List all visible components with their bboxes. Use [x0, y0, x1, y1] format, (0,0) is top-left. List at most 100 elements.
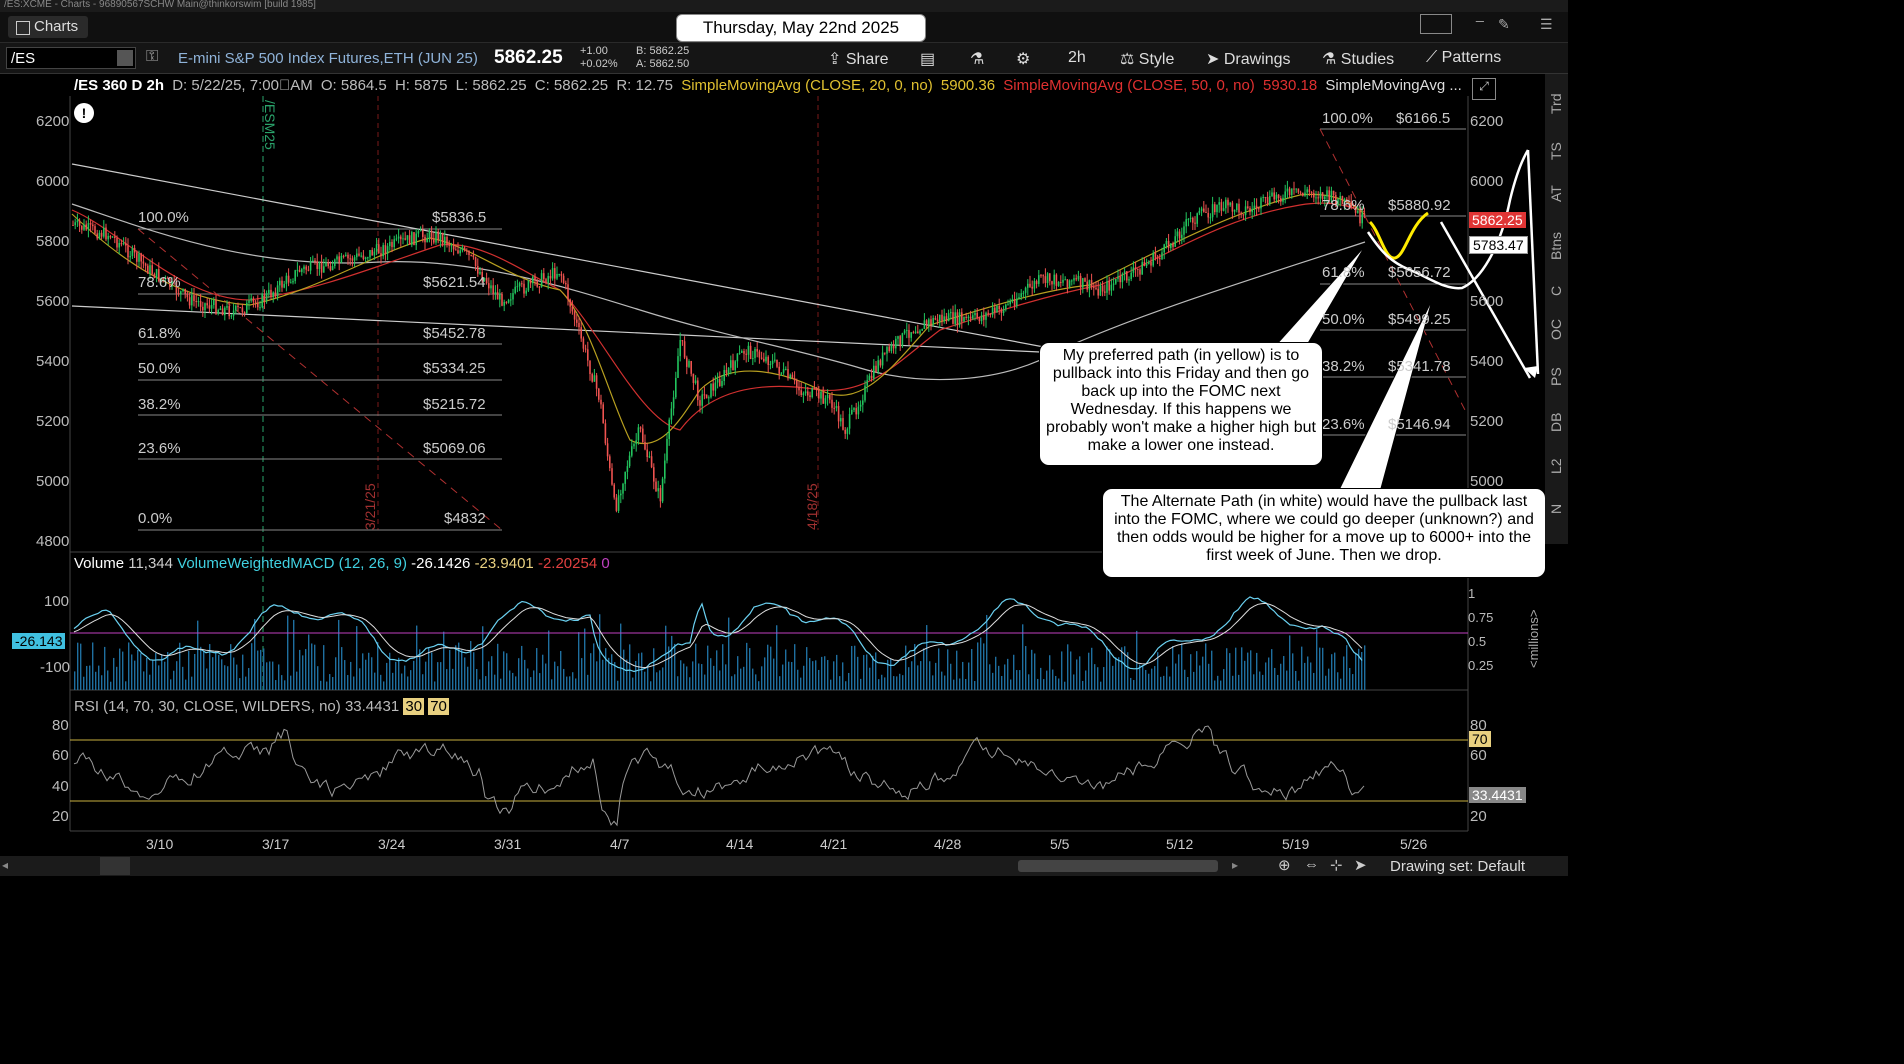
link-box[interactable] [1420, 14, 1452, 34]
sidebar-tab-at[interactable]: AT [1548, 185, 1564, 202]
candle-body [1119, 276, 1121, 283]
volume-bar [1364, 645, 1366, 690]
y-tick: 0.5 [1468, 634, 1487, 649]
candle-body [1218, 202, 1220, 205]
candle-body [221, 308, 224, 316]
scroll-left-icon[interactable]: ◂ [2, 858, 9, 872]
pin-icon[interactable]: ✎ [1498, 16, 1510, 32]
candle-body [1057, 281, 1060, 286]
candle-body [710, 383, 712, 398]
candle-body [1075, 278, 1077, 280]
sma-more-label[interactable]: SimpleMovingAvg ... [1325, 77, 1462, 94]
volume-bar [260, 649, 262, 690]
candle-body [292, 280, 294, 283]
volume-label: Volume [74, 555, 125, 572]
sidebar-tab-db[interactable]: DB [1548, 412, 1564, 432]
volume-bar [1112, 665, 1114, 690]
note-yellow-path[interactable]: My preferred path (in yellow) is to pull… [1039, 342, 1323, 466]
crosshair-icon[interactable]: ⊹ [1330, 857, 1343, 874]
note-white-path[interactable]: The Alternate Path (in white) would have… [1102, 488, 1546, 578]
volume-bar [197, 620, 199, 690]
cursor-icon[interactable]: ➤ [1354, 857, 1367, 874]
volume-bar [773, 658, 775, 690]
sma20-label[interactable]: SimpleMovingAvg (CLOSE, 20, 0, no) [681, 77, 933, 94]
candle-body [338, 256, 340, 263]
candle-body [325, 262, 327, 267]
volume-bar [464, 657, 466, 690]
fib-pct: 100.0% [1322, 110, 1373, 127]
zoom-icon[interactable]: ⊕ [1278, 857, 1291, 874]
candle-body [1093, 286, 1095, 288]
macd-label[interactable]: VolumeWeightedMACD (12, 26, 9) [177, 555, 407, 572]
y-tick: 6000 [36, 173, 70, 190]
candle-body [406, 235, 409, 240]
menu-icon[interactable]: ☰ [1540, 16, 1553, 32]
candle-body [875, 365, 877, 372]
price-chart[interactable] [0, 74, 1568, 856]
candle-body [1156, 257, 1159, 259]
candle-body [345, 254, 347, 256]
volume-bar [692, 661, 694, 690]
volume-bar [770, 646, 772, 690]
timeframe-dropdown[interactable]: 2h [1068, 49, 1086, 66]
volume-bar [350, 661, 352, 690]
lock-icon[interactable]: ⚿ [146, 48, 159, 65]
news-icon[interactable]: ▤ [920, 51, 936, 68]
candle-body [532, 276, 534, 284]
volume-bar [1289, 635, 1291, 690]
candle-body [455, 249, 457, 251]
minimize-icon[interactable]: _ [1476, 6, 1484, 22]
share-button[interactable]: ⇪ Share [828, 49, 889, 69]
candle-body [424, 236, 426, 243]
y-tick: 5200 [1470, 413, 1504, 430]
volume-bar [317, 666, 319, 690]
chart-label: /ES 360 D 2h [74, 77, 165, 94]
gear-icon[interactable]: ⚙ [1016, 51, 1031, 68]
candle-body [923, 320, 926, 330]
sidebar-tab-ps[interactable]: PS [1548, 367, 1564, 386]
sidebar-tab-btns[interactable]: Btns [1548, 231, 1564, 260]
candle-body [151, 265, 153, 274]
candle-body [846, 428, 849, 434]
candle-body [413, 232, 415, 246]
sidebar-tab-l2[interactable]: L2 [1548, 458, 1564, 474]
candle-body [800, 390, 802, 396]
y-tick: 5400 [1470, 353, 1504, 370]
sidebar-tab-ts[interactable]: TS [1548, 142, 1564, 160]
candle-body [171, 281, 173, 287]
flask-icon[interactable]: ⚗ [970, 51, 985, 68]
candle-body [635, 440, 637, 444]
sidebar-tab-n[interactable]: N [1548, 503, 1564, 514]
volume-bar [254, 619, 256, 690]
volume-bar [176, 661, 178, 690]
drawings-button[interactable]: ➤ Drawings [1206, 49, 1291, 69]
candle-body [215, 300, 217, 314]
volume-bar [1130, 677, 1132, 690]
time-scrollbar[interactable] [1018, 860, 1218, 872]
studies-button[interactable]: ⚗ Studies [1322, 49, 1394, 69]
candle-body [459, 250, 461, 254]
pan-icon[interactable]: ⇔ [1304, 856, 1319, 873]
volume-bar [1340, 678, 1342, 690]
candle-body [756, 349, 758, 352]
scroll-right-icon[interactable]: ▸ [1232, 858, 1239, 872]
sidebar-tab-trd[interactable]: Trd [1548, 93, 1564, 114]
candle-body [360, 255, 362, 257]
symbol-input[interactable]: /ES [6, 47, 136, 69]
expand-icon[interactable]: ⤢ [1472, 78, 1496, 100]
scroll-handle[interactable] [100, 857, 130, 875]
candle-body [294, 270, 296, 281]
chevron-down-icon[interactable] [117, 50, 133, 66]
change-value: +1.00 [580, 45, 608, 57]
tab-charts[interactable]: Charts [8, 16, 88, 38]
y-tick: 0.25 [1468, 658, 1494, 673]
candle-body [628, 455, 631, 467]
sidebar-tab-oc[interactable]: OC [1548, 319, 1564, 340]
sidebar-tab-c[interactable]: C [1548, 285, 1564, 296]
alert-icon[interactable]: ! [74, 103, 94, 123]
style-button[interactable]: ⚖ Style [1120, 49, 1174, 69]
patterns-button[interactable]: ⟋ Patterns [1426, 49, 1501, 67]
rsi-label[interactable]: RSI (14, 70, 30, CLOSE, WILDERS, no) [74, 698, 341, 715]
sma50-label[interactable]: SimpleMovingAvg (CLOSE, 50, 0, no) [1003, 77, 1255, 94]
drawing-set-label[interactable]: Drawing set: Default [1390, 858, 1526, 875]
